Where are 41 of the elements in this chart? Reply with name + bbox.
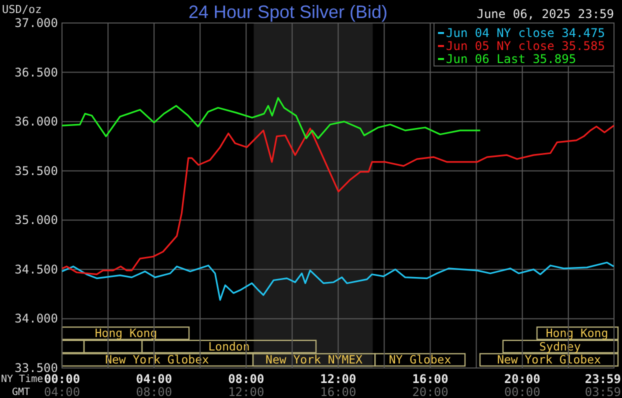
x2-tick-label: 00:00 <box>504 385 540 398</box>
line-series <box>61 124 615 276</box>
annotation: New York Globex <box>497 352 601 367</box>
y-tick-label: 35.000 <box>14 213 58 228</box>
y-tick-label: 36.500 <box>14 65 58 80</box>
line-series <box>61 97 482 140</box>
x-axis-title: NY Time <box>1 374 44 385</box>
x-tick-label: 20:00 <box>504 372 540 386</box>
annotation: London <box>208 339 250 354</box>
annotation: Sydney <box>539 339 581 354</box>
x-tick-label: 00:00 <box>44 372 80 386</box>
x2-axis-title: GMT <box>12 387 30 398</box>
annotation: Hong Kong <box>546 326 608 340</box>
legend-label: Jun 06 Last 35.895 <box>446 52 576 66</box>
y-tick-label: 35.500 <box>14 164 58 178</box>
y-tick-label: 34.500 <box>14 262 58 276</box>
y-tick-label: 34.000 <box>14 312 58 326</box>
annotation: NY Globex <box>388 352 452 367</box>
y-axis-title: USD/oz <box>2 3 42 16</box>
chart-subtitle: June 06, 2025 23:59 <box>476 7 614 21</box>
y-tick-label: 37.000 <box>14 16 58 30</box>
x-tick-label: 04:00 <box>136 372 172 386</box>
x-tick-label: 23:59 <box>584 372 621 386</box>
x2-tick-label: 04:00 <box>44 385 80 398</box>
legend-label: Jun 04 NY close 34.475 <box>446 26 605 40</box>
annotation: New York Globex <box>105 352 209 367</box>
x-tick-label: 12:00 <box>320 372 356 386</box>
y-tick-label: 33.500 <box>14 361 58 375</box>
line-series <box>61 262 614 301</box>
x2-tick-label: 12:00 <box>228 385 264 398</box>
x2-tick-label: 08:00 <box>136 385 172 398</box>
chart-title: 24 Hour Spot Silver (Bid) <box>188 2 388 22</box>
x-tick-label: 16:00 <box>412 372 448 386</box>
x-tick-label: 08:00 <box>228 372 264 386</box>
x2-tick-label: 03:59 <box>584 385 621 398</box>
y-tick-label: 36.000 <box>14 114 58 129</box>
x2-tick-label: 16:00 <box>320 385 356 398</box>
annotation: Hong Kong <box>94 326 158 340</box>
x2-tick-label: 20:00 <box>412 385 448 398</box>
annotation: New York NYMEX <box>266 352 363 367</box>
legend-label: Jun 05 NY close 35.585 <box>446 39 605 53</box>
